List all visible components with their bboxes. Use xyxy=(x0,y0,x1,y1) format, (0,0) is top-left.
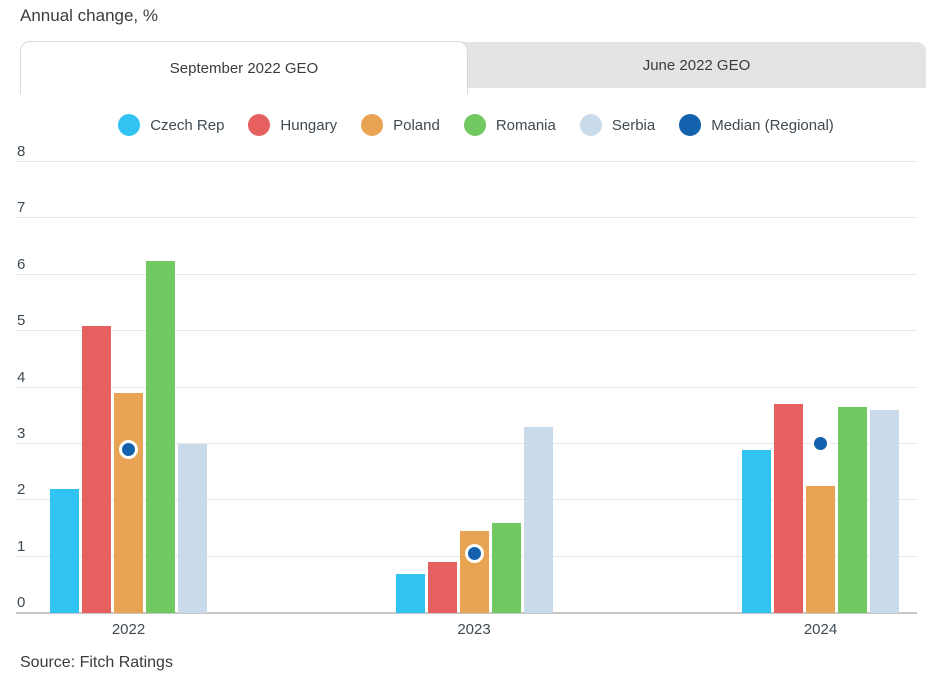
legend-label: Serbia xyxy=(611,116,656,134)
tab-june-2022-geo[interactable]: June 2022 GEO xyxy=(467,42,926,88)
legend-swatch-czech-rep xyxy=(118,114,141,136)
x-axis-label-2023: 2023 xyxy=(457,621,491,638)
legend-label: Median (Regional) xyxy=(711,116,834,134)
legend-item-czech-rep[interactable]: Czech Rep xyxy=(118,114,224,136)
legend-swatch-hungary xyxy=(248,114,271,136)
bar-poland-2024[interactable] xyxy=(806,486,835,613)
bar-czech-rep-2023[interactable] xyxy=(395,573,425,613)
y-axis-tick-3: 3 xyxy=(17,424,26,442)
plot-area: 0 1 2 3 4 5 6 7 8 xyxy=(16,144,917,614)
legend-label: Poland xyxy=(393,116,440,134)
y-axis-tick-7: 7 xyxy=(17,199,26,217)
point-median-regional-2023[interactable] xyxy=(464,544,484,564)
bar-poland-2022[interactable] xyxy=(114,393,143,613)
bar-czech-rep-2024[interactable] xyxy=(742,449,771,613)
y-axis-tick-0: 0 xyxy=(17,594,26,611)
legend-swatch-poland xyxy=(361,114,384,136)
legend-swatch-romania xyxy=(463,114,486,136)
tab-september-2022-geo[interactable]: September 2022 GEO xyxy=(20,41,468,94)
y-axis-tick-6: 6 xyxy=(17,255,26,273)
gridline-8 xyxy=(16,161,917,162)
point-median-regional-2024[interactable] xyxy=(811,434,830,454)
gridline-4 xyxy=(16,386,917,388)
gridline-5 xyxy=(16,330,917,332)
legend-item-romania[interactable]: Romania xyxy=(463,114,556,136)
y-axis-tick-5: 5 xyxy=(17,312,26,330)
gridline-0 xyxy=(16,612,917,614)
x-axis-label-2022: 2022 xyxy=(111,621,146,638)
gridline-7 xyxy=(16,217,917,219)
bar-hungary-2022[interactable] xyxy=(82,325,111,613)
legend-label: Czech Rep xyxy=(150,116,225,134)
chart-title: Annual change, % xyxy=(20,6,158,25)
y-axis-tick-4: 4 xyxy=(17,368,26,386)
x-axis-label-2024: 2024 xyxy=(803,621,838,638)
legend-item-serbia[interactable]: Serbia xyxy=(579,114,656,136)
legend-label: Romania xyxy=(495,116,556,134)
legend-item-poland[interactable]: Poland xyxy=(361,114,440,136)
legend-item-median-regional[interactable]: Median (Regional) xyxy=(679,114,834,136)
source-note: Source: Fitch Ratings xyxy=(20,654,173,671)
legend-item-hungary[interactable]: Hungary xyxy=(248,114,337,136)
y-axis-tick-8: 8 xyxy=(17,143,26,160)
tab-bar: September 2022 GEO June 2022 GEO xyxy=(20,41,926,94)
legend-swatch-serbia xyxy=(579,114,602,136)
bar-hungary-2023[interactable] xyxy=(427,562,457,613)
bar-romania-2022[interactable] xyxy=(146,260,175,613)
bar-serbia-2022[interactable] xyxy=(178,443,207,613)
bar-hungary-2024[interactable] xyxy=(774,404,803,613)
y-axis-tick-2: 2 xyxy=(17,481,26,499)
bar-czech-rep-2022[interactable] xyxy=(50,488,79,613)
gridline-6 xyxy=(16,273,917,275)
legend-swatch-median-regional xyxy=(679,114,702,136)
bar-serbia-2023[interactable] xyxy=(523,426,553,613)
legend-label: Hungary xyxy=(280,116,338,134)
y-axis-tick-1: 1 xyxy=(17,537,26,555)
point-median-regional-2022[interactable] xyxy=(119,440,138,460)
bar-romania-2023[interactable] xyxy=(491,522,521,613)
bar-romania-2024[interactable] xyxy=(838,407,867,613)
gridline-3 xyxy=(16,442,917,444)
gridline-2 xyxy=(16,499,917,501)
bar-serbia-2024[interactable] xyxy=(870,410,899,613)
legend: Czech Rep Hungary Poland Romania Serbia Media… xyxy=(0,114,952,136)
